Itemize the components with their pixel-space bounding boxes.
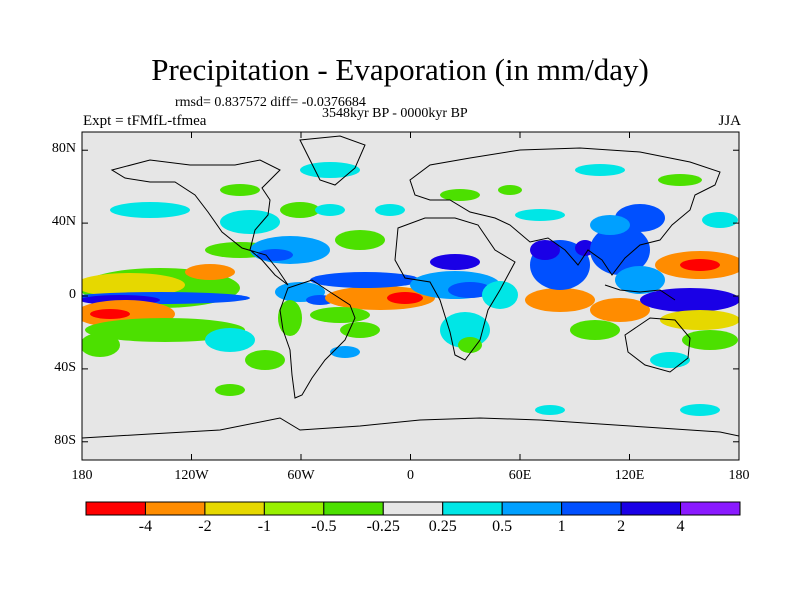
colorbar-swatch — [442, 501, 503, 516]
lat-label: 80S — [54, 432, 76, 448]
coast-south-america — [279, 279, 356, 399]
coast-australia — [624, 317, 691, 373]
precip-evap-field — [82, 162, 739, 416]
colorbar-swatch — [144, 501, 206, 516]
colorbar-tick-label: -0.5 — [311, 518, 337, 535]
lon-label: 120W — [174, 468, 209, 483]
colorbar-swatch — [561, 501, 622, 516]
colorbar-swatch — [501, 501, 563, 516]
colorbar-swatch — [620, 501, 682, 516]
coast-africa — [394, 217, 516, 361]
chart-title: Precipitation - Evaporation (in mm/day) — [151, 52, 649, 87]
coast-antarctica — [82, 417, 739, 439]
lon-label: 0 — [407, 468, 414, 483]
lat-label: 40N — [51, 214, 76, 230]
lon-label: 60E — [508, 468, 532, 483]
lon-label: 60W — [287, 468, 315, 483]
colorbar — [85, 501, 741, 516]
lon-label: 180 — [71, 468, 93, 483]
colorbar-tick-label: 0.5 — [492, 518, 513, 535]
lat-label: 40S — [54, 359, 76, 375]
colorbar-tick-label: 4 — [676, 518, 685, 535]
coast-eurasia — [409, 147, 721, 276]
colorbar-tick-label: -1 — [257, 518, 272, 535]
stats-label: rmsd= 0.837572 diff= -0.0376684 — [175, 95, 366, 110]
coastlines — [82, 135, 739, 439]
lat-label: 80N — [51, 141, 76, 157]
season-label: JJA — [718, 113, 741, 129]
coast-north-america — [110, 159, 289, 286]
colorbar-tick-label: 1 — [557, 518, 566, 535]
colorbar-swatch — [323, 501, 384, 516]
period-label: 3548kyr BP - 0000kyr BP — [322, 106, 468, 121]
colorbar-swatch — [263, 501, 325, 516]
colorbar-tick-label: -4 — [138, 518, 153, 535]
colorbar-swatch — [382, 501, 444, 516]
colorbar-tick-label: 0.25 — [428, 518, 457, 535]
colorbar-tick-label: 2 — [617, 518, 626, 535]
experiment-label: Expt = tFMfL-tfmea — [83, 113, 207, 129]
coast-greenland — [299, 135, 366, 186]
colorbar-swatch — [85, 501, 146, 516]
colorbar-swatch — [680, 501, 741, 516]
colorbar-tick-label: -2 — [198, 518, 212, 535]
colorbar-swatch — [204, 501, 265, 516]
lon-label: 180 — [728, 468, 750, 483]
lat-label: 0 — [69, 287, 76, 302]
colorbar-tick-label: -0.25 — [366, 518, 400, 535]
lon-label: 120E — [614, 468, 645, 483]
map-ticks — [81, 132, 740, 460]
coast-indonesia — [604, 284, 676, 301]
